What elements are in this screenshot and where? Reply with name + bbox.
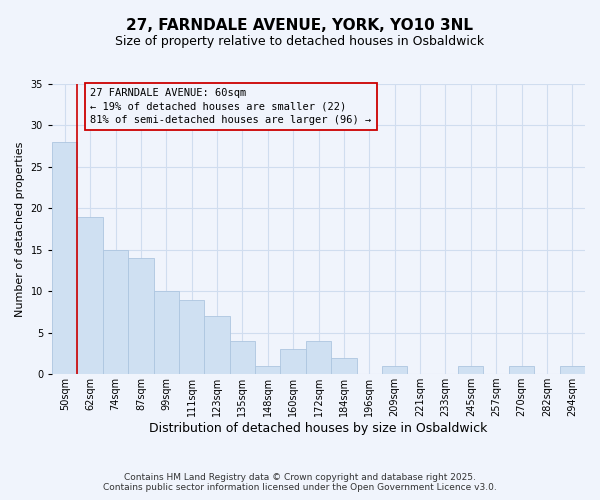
Bar: [205, 316, 230, 374]
Text: 27 FARNDALE AVENUE: 60sqm
← 19% of detached houses are smaller (22)
81% of semi-: 27 FARNDALE AVENUE: 60sqm ← 19% of detac…: [90, 88, 371, 124]
Bar: [255, 366, 280, 374]
Bar: [458, 366, 484, 374]
Bar: [306, 341, 331, 374]
Text: Contains HM Land Registry data © Crown copyright and database right 2025.: Contains HM Land Registry data © Crown c…: [124, 472, 476, 482]
Text: Size of property relative to detached houses in Osbaldwick: Size of property relative to detached ho…: [115, 35, 485, 48]
Bar: [103, 250, 128, 374]
X-axis label: Distribution of detached houses by size in Osbaldwick: Distribution of detached houses by size …: [149, 422, 488, 435]
Bar: [280, 350, 306, 374]
Bar: [52, 142, 77, 374]
Bar: [382, 366, 407, 374]
Bar: [230, 341, 255, 374]
Text: Contains public sector information licensed under the Open Government Licence v3: Contains public sector information licen…: [103, 484, 497, 492]
Bar: [128, 258, 154, 374]
Bar: [509, 366, 534, 374]
Text: 27, FARNDALE AVENUE, YORK, YO10 3NL: 27, FARNDALE AVENUE, YORK, YO10 3NL: [127, 18, 473, 32]
Bar: [77, 216, 103, 374]
Bar: [154, 292, 179, 374]
Y-axis label: Number of detached properties: Number of detached properties: [15, 142, 25, 317]
Bar: [331, 358, 356, 374]
Bar: [179, 300, 205, 374]
Bar: [560, 366, 585, 374]
